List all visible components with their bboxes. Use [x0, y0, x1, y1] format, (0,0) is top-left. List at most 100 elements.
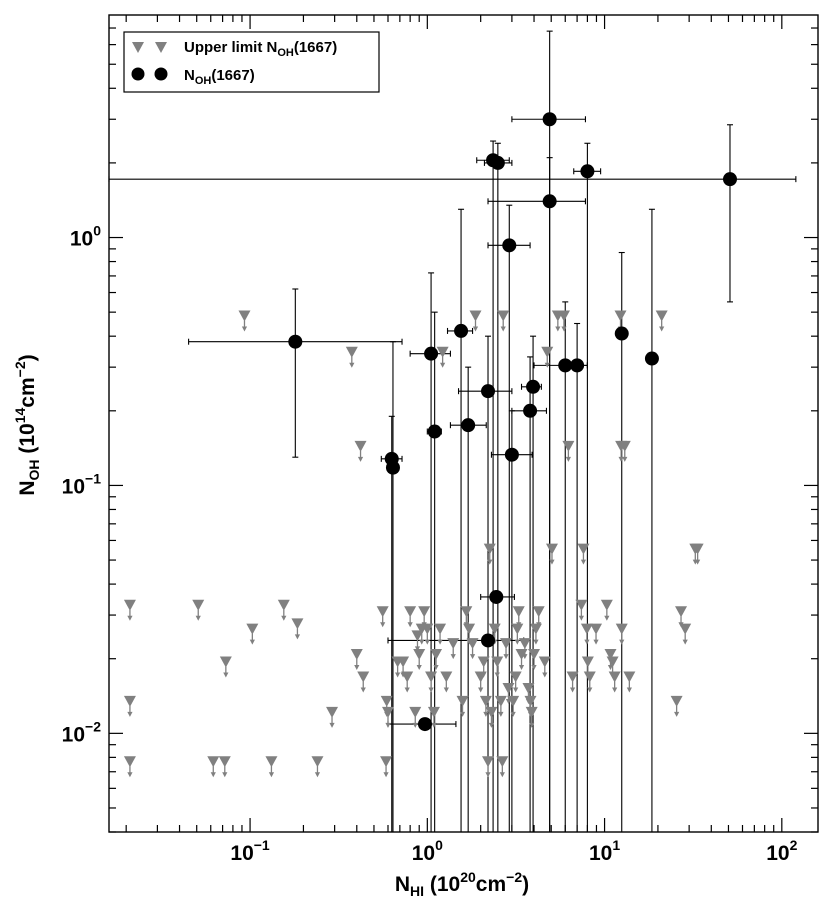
upper-limit-triangle: [456, 695, 469, 707]
upper-limit-point: [580, 623, 593, 645]
upper-limit-point: [509, 671, 522, 693]
upper-limit-triangle: [497, 310, 510, 322]
upper-limit-point: [507, 695, 520, 717]
upper-limit-arrow-head: [618, 456, 624, 462]
upper-limit-triangle: [123, 599, 136, 611]
upper-limit-triangle: [381, 706, 394, 718]
upper-limit-triangle: [404, 606, 417, 618]
upper-limit-triangle: [670, 695, 683, 707]
upper-limit-triangle: [397, 656, 410, 668]
upper-limit-arrow-head: [555, 326, 561, 332]
upper-limit-point: [496, 756, 509, 778]
upper-limit-point: [123, 695, 136, 717]
upper-limit-point: [532, 606, 545, 628]
upper-limit-arrow-head: [424, 639, 430, 645]
detection-point: [526, 379, 541, 394]
upper-limit-point: [600, 599, 613, 621]
upper-limit-point: [679, 623, 692, 645]
upper-limit-arrow-head: [419, 639, 425, 645]
upper-limit-arrow-head: [281, 615, 287, 621]
upper-limit-point: [525, 706, 538, 728]
upper-limit-arrow-head: [626, 687, 632, 693]
upper-limit-triangle: [606, 656, 619, 668]
detection-point: [502, 238, 517, 253]
upper-limit-point: [618, 440, 631, 462]
upper-limit-triangle: [411, 630, 424, 642]
upper-limit-point: [357, 671, 370, 693]
upper-limit-triangle: [580, 623, 593, 635]
upper-limit-triangle: [345, 346, 358, 358]
upper-limit-triangle: [488, 623, 501, 635]
upper-limit-point: [615, 623, 628, 645]
upper-limit-arrow-head: [354, 665, 360, 671]
legend: Upper limit NOH(1667) NOH(1667): [123, 31, 380, 93]
upper-limit-point: [434, 623, 447, 645]
upper-limit-arrow-head: [622, 456, 628, 462]
upper-limit-triangle: [427, 706, 440, 718]
upper-limit-triangle: [623, 671, 636, 683]
upper-limit-point: [577, 543, 590, 565]
upper-limit-arrow-head: [414, 646, 421, 652]
upper-limit-triangle: [562, 440, 575, 452]
upper-limit-point: [123, 756, 136, 778]
upper-limit-arrow-head: [499, 772, 505, 778]
upper-limit-arrow-head: [514, 639, 520, 645]
upper-limit-point: [485, 706, 498, 728]
upper-limit-triangle: [575, 599, 588, 611]
upper-limit-triangle: [380, 756, 393, 768]
detection-point: [454, 323, 469, 338]
upper-limit-triangle: [409, 706, 422, 718]
upper-limit-triangle: [265, 756, 278, 768]
detection-point: [542, 112, 557, 127]
upper-limit-arrow-head: [127, 711, 133, 717]
upper-limit-arrow-head: [428, 687, 434, 693]
upper-limit-point: [557, 310, 570, 332]
detection-point: [570, 358, 585, 373]
upper-limit-arrow-head: [488, 722, 495, 728]
x-axis-title: NHI (1020cm−2): [395, 869, 529, 899]
upper-limit-triangle: [219, 656, 232, 668]
upper-limit-triangle: [509, 671, 522, 683]
upper-limit-arrow-head: [682, 639, 688, 645]
upper-limit-triangle: [425, 671, 438, 683]
upper-limit-point: [494, 695, 507, 717]
upper-limit-arrow-head: [223, 672, 229, 678]
upper-limit-arrow-head: [544, 362, 550, 368]
upper-limit-triangle: [354, 440, 367, 452]
detection-point: [424, 346, 439, 361]
upper-limit-triangle: [440, 671, 453, 683]
upper-limit-triangle: [460, 606, 473, 618]
upper-limit-triangle: [434, 623, 447, 635]
detection-point: [523, 403, 538, 418]
upper-limit-point: [350, 649, 363, 671]
upper-limit-arrow-head: [268, 772, 275, 778]
upper-limit-point: [562, 440, 575, 462]
upper-limit-arrow-head: [487, 559, 493, 565]
y-tick-label: 100: [70, 223, 101, 251]
upper-limit-point: [477, 656, 490, 678]
upper-limit-point: [376, 606, 389, 628]
upper-limit-arrow-head: [485, 772, 491, 778]
upper-limit-point: [430, 649, 443, 671]
upper-limit-triangle: [469, 310, 482, 322]
upper-limit-point: [246, 623, 259, 645]
upper-limit-point: [427, 706, 440, 728]
upper-limit-triangle: [207, 756, 220, 768]
upper-limit-triangle: [483, 543, 496, 555]
upper-limit-arrow-head: [222, 772, 228, 778]
upper-limit-triangle: [545, 543, 558, 555]
upper-limit-point: [447, 638, 460, 660]
upper-limit-triangle: [500, 638, 513, 650]
upper-limit-arrow-head: [549, 559, 555, 565]
upper-limit-arrow-head: [531, 665, 537, 671]
upper-limit-triangle: [618, 440, 631, 452]
upper-limit-point: [265, 756, 278, 778]
upper-limit-triangle: [350, 649, 363, 661]
upper-limit-point: [192, 599, 205, 621]
upper-limit-point: [440, 671, 453, 693]
upper-limit-point: [482, 756, 495, 778]
upper-limit-point: [421, 623, 434, 645]
upper-limit-triangle: [466, 638, 479, 650]
